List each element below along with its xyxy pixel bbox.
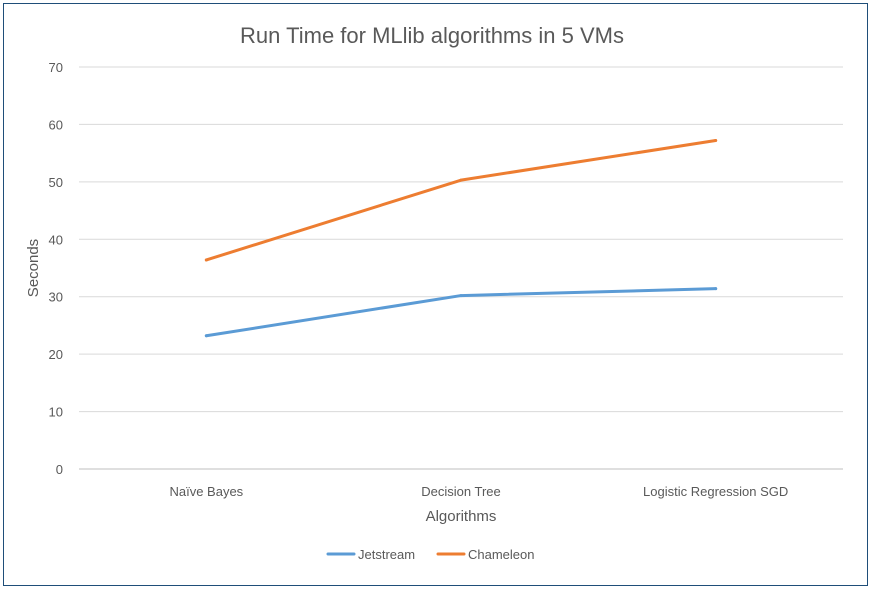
- legend: Jetstream Chameleon: [326, 547, 535, 562]
- legend-label-jetstream: Jetstream: [358, 547, 415, 562]
- x-axis-ticks: Naïve Bayes Decision Tree Logistic Regress…: [169, 484, 788, 499]
- data-point-jetstream: [204, 334, 208, 338]
- y-tick-label: 10: [49, 405, 63, 420]
- series-lines: [204, 139, 718, 338]
- y-axis-ticks: 0 10 20 30 40 50 60 70: [49, 60, 63, 477]
- series-line-chameleon: [204, 139, 718, 262]
- chart-frame: [3, 3, 868, 586]
- y-tick-label: 40: [49, 232, 63, 247]
- y-tick-label: 50: [49, 175, 63, 190]
- x-tick-label: Naïve Bayes: [169, 484, 243, 499]
- legend-label-chameleon: Chameleon: [468, 547, 535, 562]
- data-point-jetstream: [714, 287, 718, 291]
- x-tick-label: Logistic Regression SGD: [643, 484, 788, 499]
- y-tick-label: 0: [56, 462, 63, 477]
- y-tick-label: 30: [49, 290, 63, 305]
- data-point-chameleon: [204, 258, 208, 262]
- y-axis-title: Seconds: [25, 239, 42, 297]
- data-point-jetstream: [459, 294, 463, 298]
- chart-title: Run Time for MLlib algorithms in 5 VMs: [240, 23, 624, 48]
- y-tick-label: 60: [49, 117, 63, 132]
- y-tick-label: 70: [49, 60, 63, 75]
- x-axis-title: Algorithms: [426, 508, 497, 525]
- data-point-chameleon: [459, 178, 463, 182]
- x-tick-label: Decision Tree: [421, 484, 500, 499]
- y-tick-label: 20: [49, 347, 63, 362]
- data-point-chameleon: [714, 139, 718, 143]
- gridlines: [79, 66, 843, 470]
